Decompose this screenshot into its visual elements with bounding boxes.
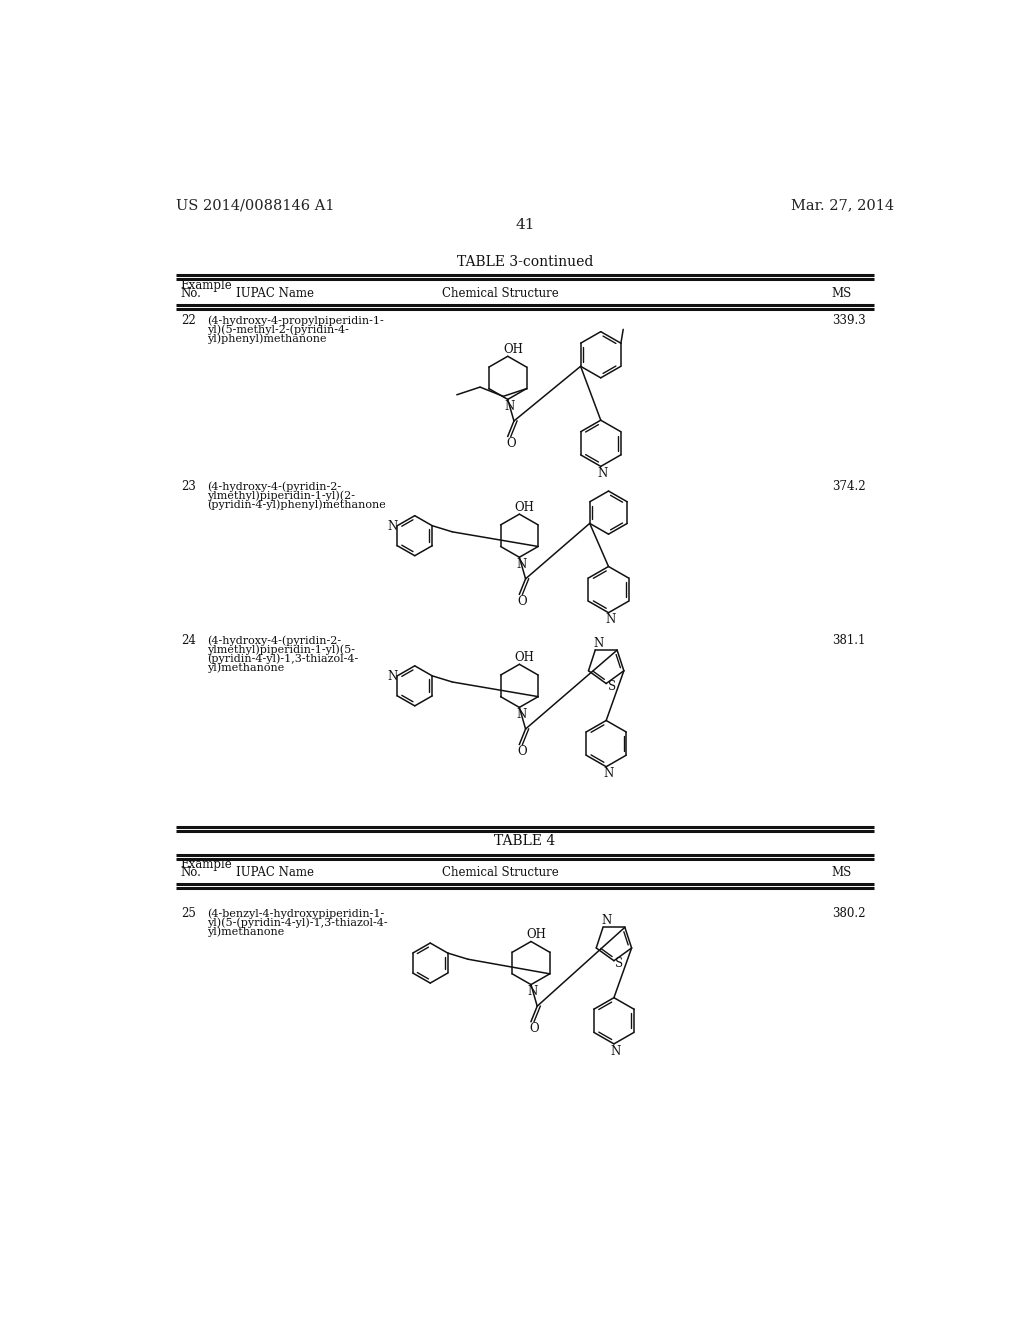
Text: US 2014/0088146 A1: US 2014/0088146 A1 [176,198,335,213]
Text: IUPAC Name: IUPAC Name [237,866,314,879]
Text: N: N [516,558,526,572]
Text: TABLE 4: TABLE 4 [495,834,555,849]
Text: N: N [605,614,615,627]
Text: Example: Example [180,858,232,871]
Text: N: N [505,400,515,413]
Text: yl)(5-(pyridin-4-yl)-1,3-thiazol-4-: yl)(5-(pyridin-4-yl)-1,3-thiazol-4- [207,917,388,928]
Text: (4-benzyl-4-hydroxypiperidin-1-: (4-benzyl-4-hydroxypiperidin-1- [207,908,384,919]
Text: N: N [601,915,611,927]
Text: No.: No. [180,866,202,879]
Text: (4-hydroxy-4-propylpiperidin-1-: (4-hydroxy-4-propylpiperidin-1- [207,315,384,326]
Text: 41: 41 [515,218,535,232]
Text: Chemical Structure: Chemical Structure [442,866,559,879]
Text: N: N [528,986,539,998]
Text: O: O [506,437,516,450]
Text: ylmethyl)piperidin-1-yl)(5-: ylmethyl)piperidin-1-yl)(5- [207,644,355,655]
Text: No.: No. [180,286,202,300]
Text: yl)phenyl)methanone: yl)phenyl)methanone [207,334,327,345]
Text: Chemical Structure: Chemical Structure [442,286,559,300]
Text: N: N [387,520,397,533]
Text: yl)methanone: yl)methanone [207,663,285,673]
Text: 25: 25 [180,907,196,920]
Text: Example: Example [180,279,232,292]
Text: (pyridin-4-yl)-1,3-thiazol-4-: (pyridin-4-yl)-1,3-thiazol-4- [207,653,358,664]
Text: N: N [598,467,608,480]
Text: yl)methanone: yl)methanone [207,927,285,937]
Text: N: N [516,709,526,721]
Text: 339.3: 339.3 [831,314,865,327]
Text: yl)(5-methyl-2-(pyridin-4-: yl)(5-methyl-2-(pyridin-4- [207,325,349,335]
Text: (4-hydroxy-4-(pyridin-2-: (4-hydroxy-4-(pyridin-2- [207,635,341,645]
Text: IUPAC Name: IUPAC Name [237,286,314,300]
Text: O: O [529,1023,539,1035]
Text: O: O [518,595,527,609]
Text: OH: OH [503,343,523,356]
Text: OH: OH [515,651,535,664]
Text: S: S [607,680,615,693]
Text: Mar. 27, 2014: Mar. 27, 2014 [791,198,894,213]
Text: TABLE 3-continued: TABLE 3-continued [457,255,593,269]
Text: 374.2: 374.2 [831,479,865,492]
Text: N: N [387,671,397,684]
Text: OH: OH [526,928,546,941]
Text: O: O [518,746,527,758]
Text: 381.1: 381.1 [831,634,865,647]
Text: 380.2: 380.2 [831,907,865,920]
Text: 23: 23 [180,479,196,492]
Text: S: S [615,957,624,970]
Text: ylmethyl)piperidin-1-yl)(2-: ylmethyl)piperidin-1-yl)(2- [207,490,355,500]
Text: OH: OH [515,502,535,513]
Text: N: N [603,767,613,780]
Text: MS: MS [831,286,852,300]
Text: N: N [594,638,604,649]
Text: 24: 24 [180,634,196,647]
Text: MS: MS [831,866,852,879]
Text: (4-hydroxy-4-(pyridin-2-: (4-hydroxy-4-(pyridin-2- [207,480,341,491]
Text: N: N [611,1044,622,1057]
Text: (pyridin-4-yl)phenyl)methanone: (pyridin-4-yl)phenyl)methanone [207,499,386,510]
Text: 22: 22 [180,314,196,327]
